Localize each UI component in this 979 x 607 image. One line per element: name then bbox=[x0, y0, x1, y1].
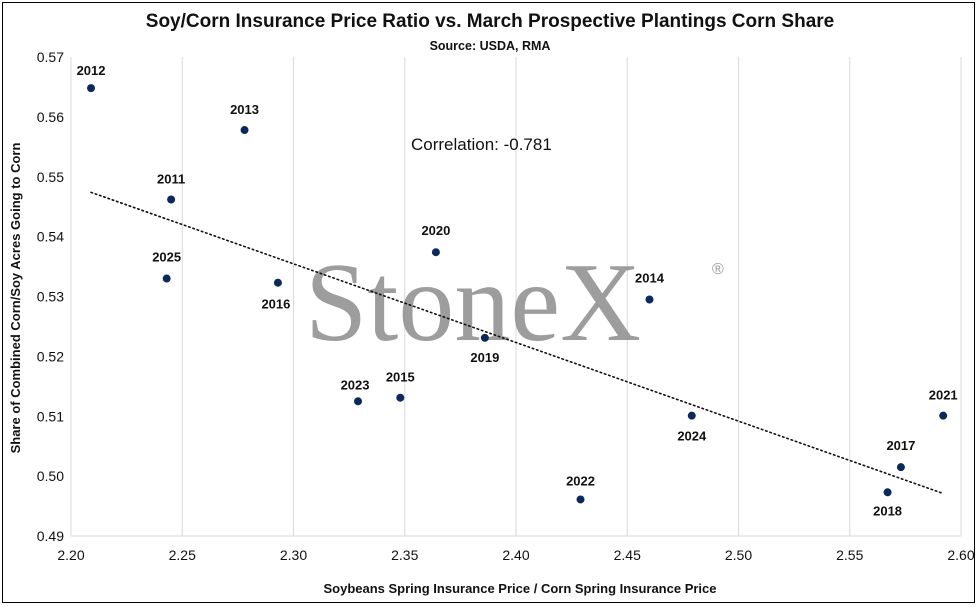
data-points bbox=[87, 84, 948, 504]
x-tick-label: 2.35 bbox=[391, 547, 418, 563]
y-tick-label: 0.49 bbox=[37, 528, 64, 544]
point-2018 bbox=[883, 488, 892, 497]
y-tick-labels: 0.49 0.50 0.51 0.52 0.53 0.54 0.55 0.56 0.57 bbox=[37, 49, 64, 544]
point-label-2022: 2022 bbox=[566, 473, 595, 488]
point-label-2019: 2019 bbox=[470, 350, 499, 365]
trendline-group bbox=[90, 191, 945, 495]
x-tick-labels: 2.20 2.25 2.30 2.35 2.40 2.45 2.50 2.55 2.60 bbox=[57, 547, 974, 563]
y-tick-label: 0.57 bbox=[37, 49, 64, 65]
x-tick-label: 2.55 bbox=[836, 547, 863, 563]
point-label-2021: 2021 bbox=[929, 388, 958, 403]
x-tick-label: 2.45 bbox=[614, 547, 641, 563]
point-label-2020: 2020 bbox=[421, 223, 450, 238]
trendline bbox=[90, 191, 945, 495]
point-2014 bbox=[645, 295, 654, 304]
point-2019 bbox=[480, 333, 489, 342]
point-label-2015: 2015 bbox=[386, 370, 415, 385]
point-label-2014: 2014 bbox=[635, 270, 665, 285]
x-axis-title: Soybeans Spring Insurance Price / Corn S… bbox=[323, 581, 716, 596]
x-tick-label: 2.20 bbox=[57, 547, 84, 563]
point-label-2016: 2016 bbox=[261, 297, 290, 312]
point-label-2025: 2025 bbox=[152, 250, 181, 265]
watermark-logo: StoneX bbox=[305, 241, 641, 365]
point-label-2011: 2011 bbox=[157, 172, 185, 187]
point-2023 bbox=[354, 397, 363, 406]
point-2015 bbox=[396, 393, 405, 402]
point-2013 bbox=[240, 126, 249, 135]
point-label-2017: 2017 bbox=[886, 438, 915, 453]
x-tick-label: 2.30 bbox=[280, 547, 307, 563]
watermark-registered: ® bbox=[712, 261, 724, 278]
point-2022 bbox=[576, 495, 585, 504]
chart-subtitle: Source: USDA, RMA bbox=[430, 39, 551, 53]
y-tick-label: 0.54 bbox=[37, 229, 64, 245]
point-label-2012: 2012 bbox=[77, 63, 106, 78]
x-tick-label: 2.60 bbox=[947, 547, 974, 563]
chart-title: Soy/Corn Insurance Price Ratio vs. March… bbox=[146, 11, 834, 32]
x-tick-label: 2.25 bbox=[169, 547, 196, 563]
point-labels: 2012 2013 2011 2025 2016 2020 2019 2014 2023 2015… bbox=[77, 63, 958, 518]
point-label-2023: 2023 bbox=[341, 377, 370, 392]
y-tick-label: 0.52 bbox=[37, 348, 64, 364]
x-tick-label: 2.50 bbox=[725, 547, 752, 563]
y-tick-label: 0.51 bbox=[37, 408, 64, 424]
x-tick-label: 2.40 bbox=[502, 547, 529, 563]
point-label-2018: 2018 bbox=[873, 503, 902, 518]
point-2011 bbox=[167, 195, 176, 204]
point-label-2024: 2024 bbox=[677, 429, 707, 444]
point-label-2013: 2013 bbox=[230, 102, 259, 117]
watermark-group: StoneX ® bbox=[305, 241, 724, 365]
point-2021 bbox=[939, 411, 948, 420]
y-tick-label: 0.56 bbox=[37, 109, 64, 125]
y-axis-title: Share of Combined Corn/Soy Acres Going t… bbox=[8, 143, 23, 454]
y-tick-label: 0.53 bbox=[37, 289, 64, 305]
point-2016 bbox=[273, 278, 282, 287]
correlation-annotation: Correlation: -0.781 bbox=[411, 135, 552, 154]
point-2012 bbox=[87, 84, 96, 93]
y-tick-label: 0.50 bbox=[37, 468, 64, 484]
y-tick-label: 0.55 bbox=[37, 169, 64, 185]
point-2017 bbox=[896, 463, 905, 472]
point-2020 bbox=[431, 248, 440, 257]
point-2024 bbox=[687, 411, 696, 420]
gridlines bbox=[70, 57, 962, 537]
point-2025 bbox=[162, 274, 171, 283]
